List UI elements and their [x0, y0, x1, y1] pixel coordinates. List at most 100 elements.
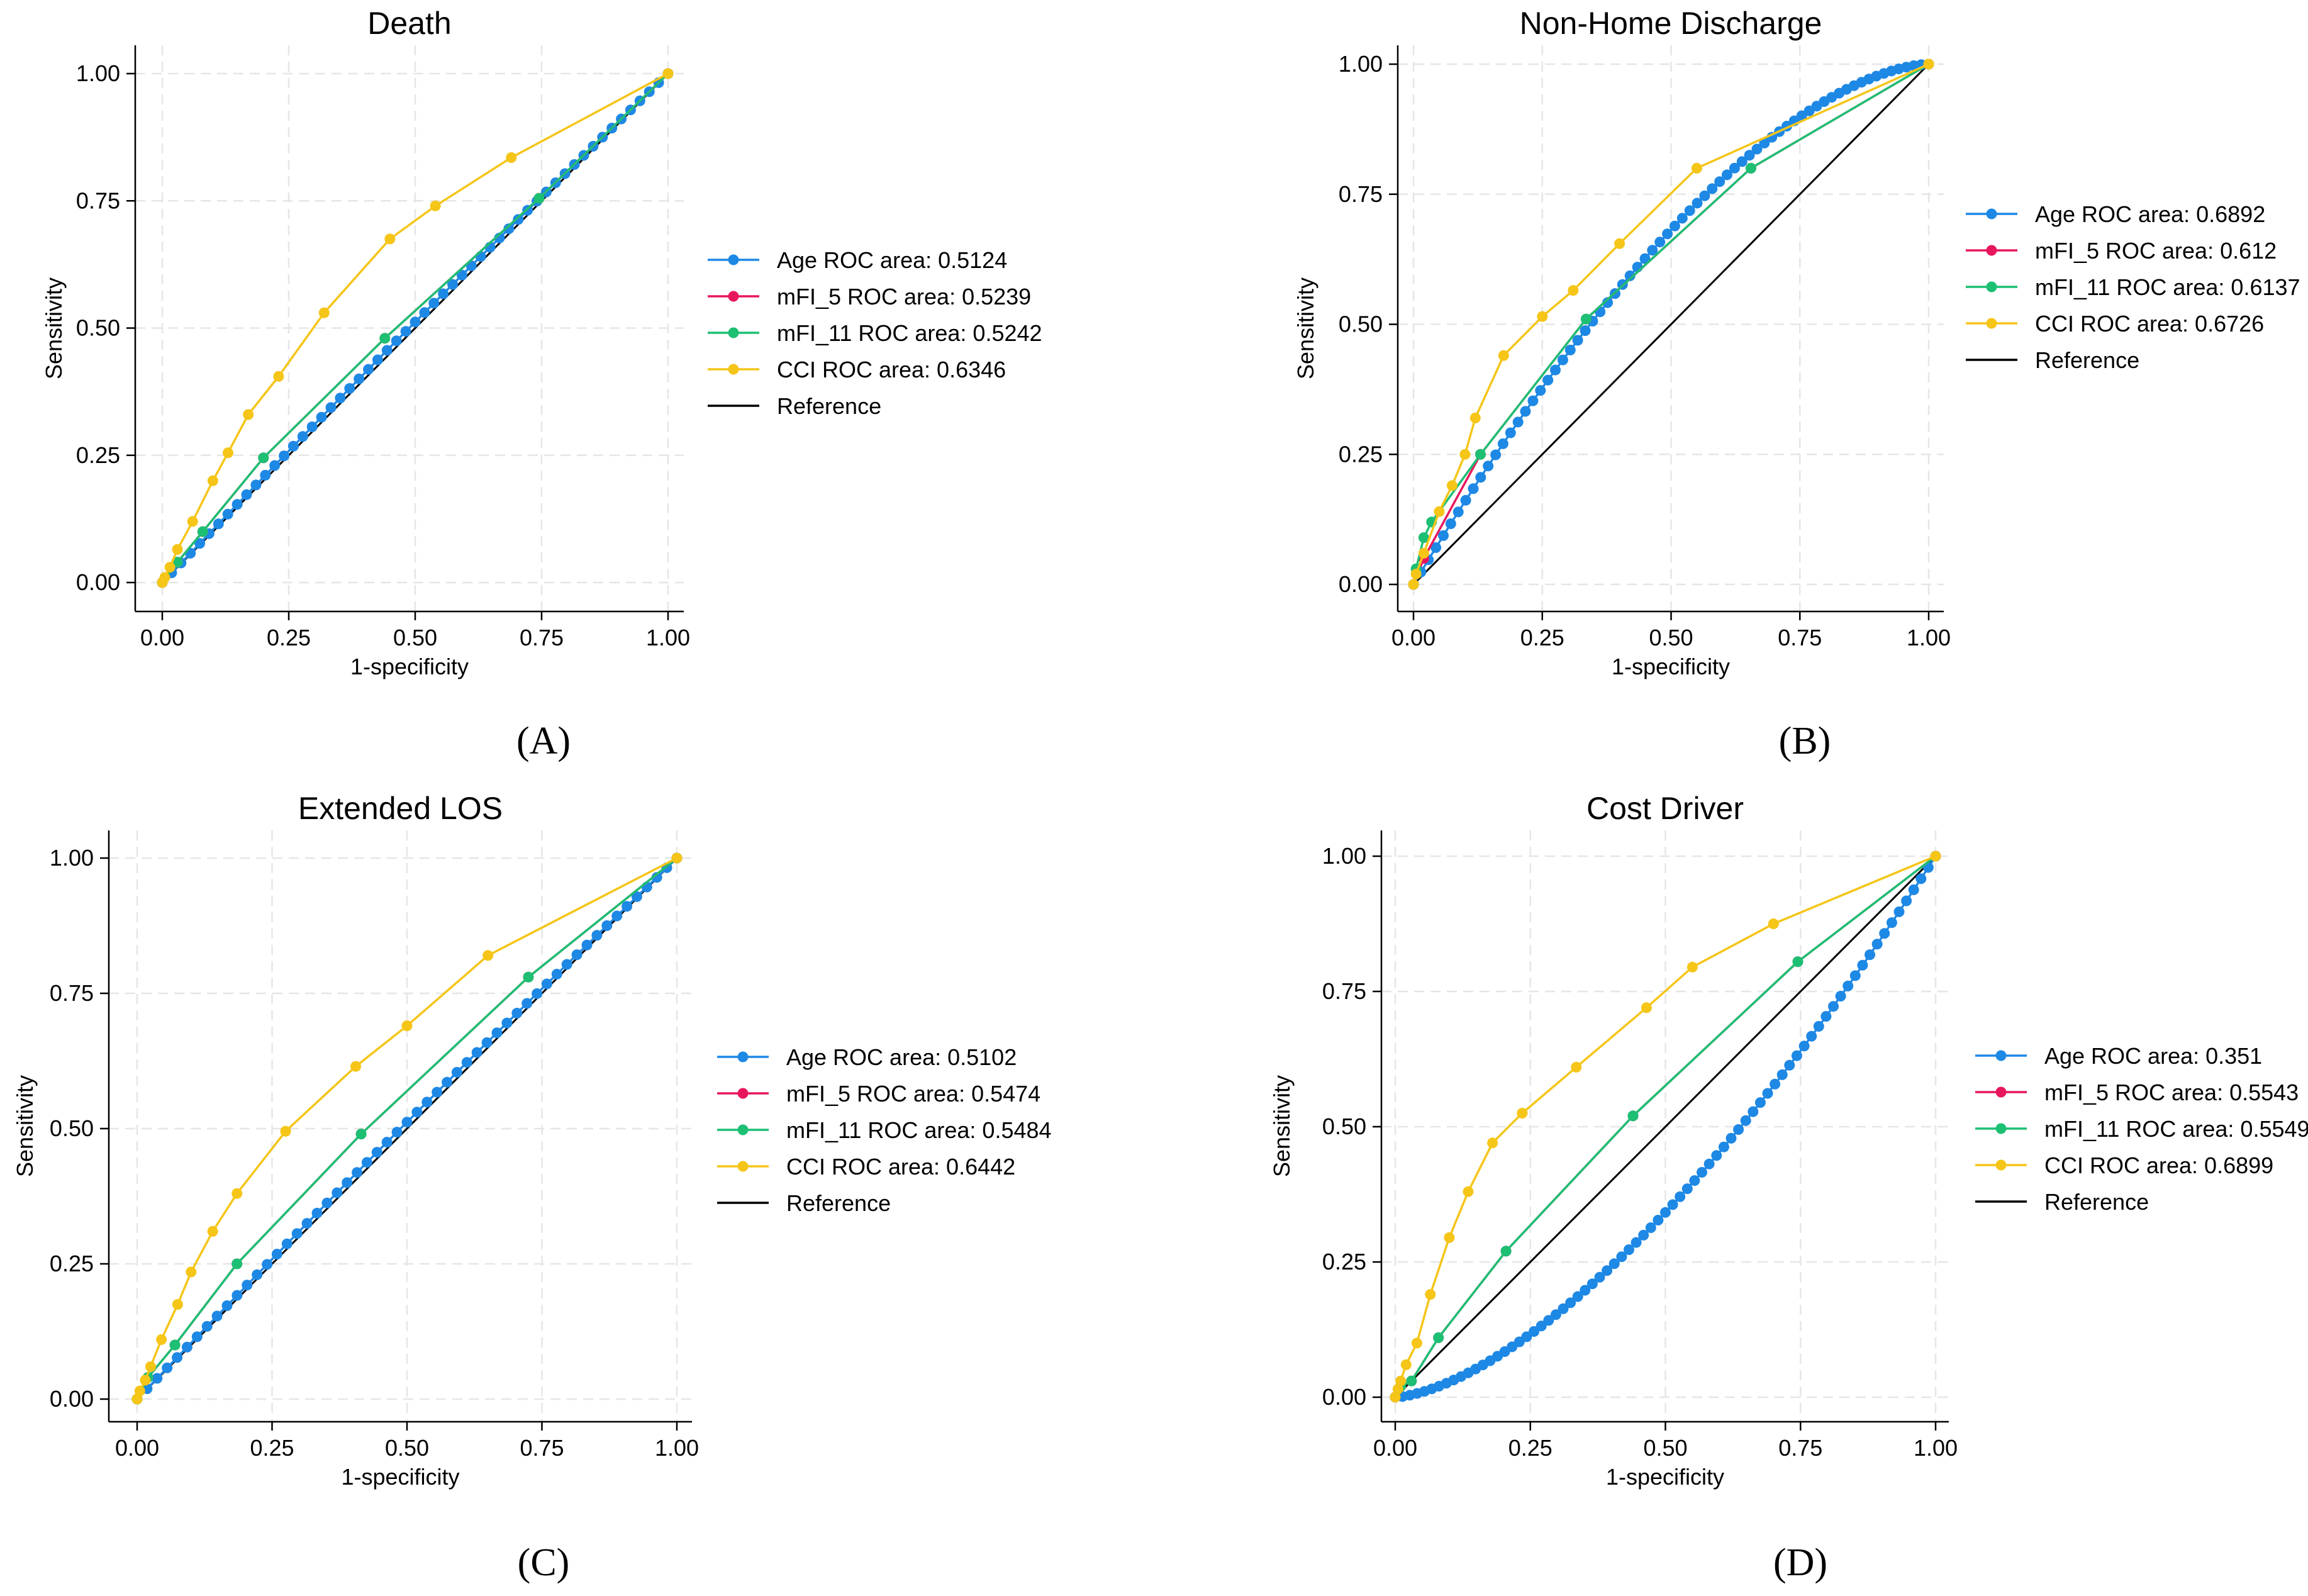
legend-entry: Age ROC area: 0.6892 [2035, 201, 2265, 227]
data-point-age [571, 949, 583, 961]
chart-title: Extended LOS [298, 791, 503, 826]
x-tick-label: 0.75 [1778, 1435, 1822, 1461]
data-point-age [391, 1127, 403, 1138]
legend-entry: mFI_11 ROC area: 0.5242 [777, 320, 1042, 346]
data-point-age [1857, 959, 1868, 971]
legend-marker-age [728, 254, 739, 265]
y-tick-label: 0.00 [50, 1386, 94, 1412]
data-point-age [1580, 325, 1591, 337]
data-point-cci [1614, 238, 1625, 249]
legend-entry: mFI_5 ROC area: 0.612 [2035, 238, 2277, 264]
legend: Age ROC area: 0.5102 mFI_5 ROC area: 0.54… [717, 1044, 1052, 1216]
legend-marker-mfi_11 [737, 1124, 749, 1136]
data-point-age [1653, 1215, 1664, 1225]
data-point-age [1452, 506, 1464, 518]
data-point-age [1645, 1222, 1656, 1233]
data-point-age [1842, 980, 1854, 991]
data-point-age [1740, 1115, 1751, 1126]
data-point-age [1580, 1285, 1591, 1296]
x-tick-label: 0.00 [1391, 625, 1436, 650]
data-point-age [1602, 297, 1614, 308]
data-point-cci [159, 572, 170, 583]
data-point-age [1684, 205, 1695, 216]
x-tick-label: 0.25 [267, 625, 311, 650]
data-point-mfi_11 [1580, 313, 1592, 325]
data-point-cci [482, 950, 494, 961]
data-point-mfi_11 [379, 333, 391, 344]
data-point-cci [223, 447, 233, 459]
legend-entry: Age ROC area: 0.351 [2044, 1043, 2262, 1069]
data-point-age [601, 920, 613, 931]
data-point-age [428, 298, 440, 309]
data-point-age [1483, 460, 1494, 472]
data-point-age [1490, 449, 1502, 460]
data-point-cci [1517, 1108, 1528, 1119]
data-point-age [1871, 939, 1883, 950]
data-point-age [371, 1147, 382, 1158]
data-point-age [1689, 1175, 1700, 1186]
data-point-age [561, 959, 572, 970]
legend-marker-mfi_5 [1986, 245, 1997, 256]
data-point-age [1879, 928, 1890, 939]
data-point-cci [207, 475, 218, 486]
data-point-age [471, 1047, 482, 1058]
data-point-age [352, 1167, 363, 1178]
data-point-age [461, 1057, 472, 1068]
data-point-age [521, 998, 533, 1009]
data-point-age [391, 335, 402, 347]
legend-entry: mFI_11 ROC area: 0.6137 [2035, 274, 2300, 300]
legend-marker-cci [737, 1161, 749, 1172]
x-tick-label: 0.00 [1373, 1435, 1417, 1461]
data-point-age [1675, 1191, 1686, 1202]
data-point-age [501, 1017, 513, 1029]
data-point-age [1631, 1237, 1642, 1248]
data-point-age [269, 460, 281, 471]
x-axis-label: 1-specificity [1606, 1464, 1724, 1490]
data-point-age [1512, 416, 1524, 428]
data-point-age [1820, 1011, 1832, 1022]
legend-entry: CCI ROC area: 0.6442 [786, 1154, 1015, 1180]
data-point-mfi_11 [533, 193, 545, 204]
data-point-age [1733, 1124, 1744, 1135]
data-point-age [541, 978, 552, 990]
y-tick-label: 0.25 [50, 1251, 94, 1276]
data-point-age [1736, 156, 1748, 167]
data-point-age [1662, 228, 1673, 240]
data-point-cci [1568, 285, 1579, 296]
data-point-age [631, 891, 642, 902]
data-point-age [447, 279, 459, 290]
legend-entry: mFI_11 ROC area: 0.5549 [2044, 1116, 2308, 1142]
panel-label: (B) [1779, 720, 1831, 762]
roc-panel-4: Cost Driver 0.00 0.25 0.50 0.75 1.00 0.00 0.25 0… [1269, 791, 2308, 1584]
legend: Age ROC area: 0.351 mFI_5 ROC area: 0.554… [1975, 1043, 2308, 1215]
data-point-cci [187, 516, 198, 527]
legend-entry: Reference [2035, 347, 2139, 373]
data-point-cci [1487, 1137, 1498, 1149]
legend-entry: mFI_5 ROC area: 0.5474 [786, 1081, 1040, 1107]
y-tick-label: 0.25 [1322, 1249, 1366, 1275]
data-point-age [372, 354, 383, 366]
y-tick-label: 0.00 [76, 569, 120, 595]
data-point-mfi_11 [1792, 956, 1803, 968]
y-tick-label: 1.00 [1339, 51, 1383, 77]
data-point-age [1722, 169, 1732, 181]
data-point-age [400, 326, 411, 337]
data-point-mfi_11 [231, 1258, 243, 1270]
data-point-cci [430, 200, 441, 211]
data-point-age [1564, 344, 1576, 355]
legend-entry: Age ROC area: 0.5102 [786, 1044, 1017, 1070]
data-point-age [456, 269, 467, 281]
x-tick-label: 1.00 [1907, 625, 1951, 650]
data-point-age [1770, 1078, 1781, 1090]
data-point-cci [1411, 1337, 1422, 1349]
data-point-age [401, 1117, 413, 1128]
data-point-cci [1444, 1232, 1455, 1243]
data-point-mfi_11 [197, 526, 208, 537]
data-point-age [152, 1373, 163, 1384]
x-tick-label: 0.50 [1643, 1435, 1687, 1461]
data-point-age [231, 499, 243, 510]
legend-marker-mfi_5 [737, 1088, 749, 1099]
y-tick-label: 0.50 [1322, 1113, 1366, 1139]
data-point-age [1893, 906, 1905, 917]
data-point-age [1806, 1030, 1817, 1042]
